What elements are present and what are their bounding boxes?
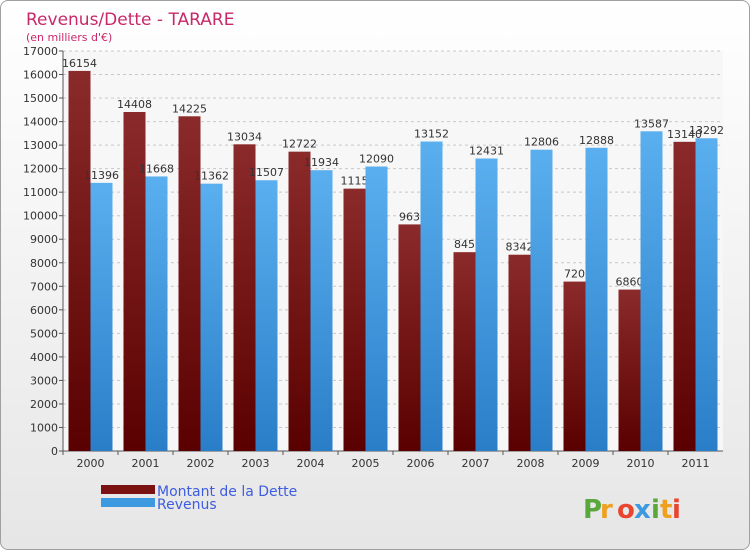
x-tick-label: 2011 (682, 457, 710, 470)
y-tick-label: 17000 (23, 45, 58, 58)
data-label-dette: 6860 (616, 276, 644, 289)
data-label-revenus: 11396 (84, 169, 119, 182)
data-label-dette: 963 (399, 210, 420, 223)
logo-letter: P (583, 495, 602, 525)
x-tick-label: 2001 (132, 457, 160, 470)
bar-revenus (145, 176, 168, 452)
data-label-dette: 14408 (117, 98, 152, 111)
bar-revenus (310, 170, 333, 451)
bar-dette (453, 252, 476, 451)
y-tick-label: 0 (51, 445, 58, 458)
bar-dette (508, 254, 531, 451)
x-tick-label: 2002 (187, 457, 215, 470)
bar-revenus (90, 182, 113, 451)
legend-swatch (101, 498, 155, 507)
logo-letter: t (660, 495, 672, 525)
bar-dette (673, 141, 696, 451)
legend-label: Revenus (157, 497, 217, 513)
data-label-dette: 1115 (341, 175, 369, 188)
bar-dette (618, 289, 641, 451)
proxiti-logo: Pr o x i t i (583, 495, 681, 525)
bar-dette (123, 111, 146, 452)
bar-revenus (365, 166, 388, 451)
bar-revenus (530, 149, 553, 451)
x-tick-label: 2010 (627, 457, 655, 470)
bar-dette (398, 224, 421, 451)
chart-subtitle: (en milliers d'€) (26, 31, 112, 44)
bar-dette (343, 188, 366, 451)
y-tick-label: 2000 (30, 398, 58, 411)
data-label-revenus: 12431 (469, 145, 504, 158)
x-tick-label: 2003 (242, 457, 270, 470)
x-tick-label: 2009 (572, 457, 600, 470)
data-label-revenus: 11934 (304, 156, 339, 169)
y-tick-label: 3000 (30, 374, 58, 387)
bar-revenus (255, 180, 278, 451)
bar-revenus (695, 138, 718, 451)
plot-area: 0 1000 2000 3000 4000 5000 6000 7000 8000 9000 100… (23, 45, 724, 470)
x-tick-label: 2005 (352, 457, 380, 470)
y-tick-label: 9000 (30, 233, 58, 246)
data-label-dette: 13034 (227, 130, 262, 143)
bar-dette (563, 281, 586, 451)
bar-dette (233, 144, 256, 452)
data-label-revenus: 11507 (249, 166, 284, 179)
y-tick-label: 7000 (30, 280, 58, 293)
bar-dette (68, 70, 91, 451)
data-label-dette: 14225 (172, 102, 207, 115)
bar-revenus (640, 131, 663, 451)
y-tick-label: 16000 (23, 69, 58, 82)
bar-revenus (585, 147, 608, 452)
logo-letter: x (634, 495, 651, 525)
bar-dette (178, 116, 201, 451)
logo-letter: o (617, 495, 635, 525)
x-tick-label: 2004 (297, 457, 325, 470)
data-label-revenus: 11362 (194, 170, 229, 183)
data-label-revenus: 13587 (634, 117, 669, 130)
data-label-dette: 16154 (62, 57, 97, 70)
logo-letter: r (600, 495, 613, 525)
legend-swatch (101, 485, 155, 494)
logo-letter: i (651, 495, 660, 525)
y-tick-label: 4000 (30, 351, 58, 364)
data-label-dette: 12722 (282, 138, 317, 151)
y-tick-label: 14000 (23, 116, 58, 129)
y-tick-label: 12000 (23, 163, 58, 176)
data-label-dette: 720 (564, 268, 585, 281)
bar-revenus (200, 183, 223, 452)
y-tick-label: 6000 (30, 304, 58, 317)
logo-letter: i (672, 495, 681, 525)
y-tick-label: 11000 (23, 186, 58, 199)
x-tick-label: 2007 (462, 457, 490, 470)
data-label-dette: 845 (454, 238, 475, 251)
data-label-revenus: 12090 (359, 153, 394, 166)
data-label-dette: 8342 (506, 241, 534, 254)
data-label-revenus: 13152 (414, 128, 449, 141)
y-tick-label: 13000 (23, 139, 58, 152)
bar-dette (288, 151, 311, 452)
data-label-revenus: 12806 (524, 136, 559, 149)
plot-background (63, 51, 723, 451)
legend-label: Montant de la Dette (157, 484, 297, 500)
bar-revenus (475, 158, 498, 451)
y-tick-label: 1000 (30, 421, 58, 434)
data-label-dette: 13140 (667, 128, 702, 141)
y-tick-label: 5000 (30, 327, 58, 340)
y-tick-label: 10000 (23, 210, 58, 223)
data-label-revenus: 11668 (139, 162, 174, 175)
data-label-revenus: 13292 (689, 124, 724, 137)
x-tick-label: 2008 (517, 457, 545, 470)
data-label-revenus: 12888 (579, 134, 614, 147)
y-tick-label: 15000 (23, 92, 58, 105)
x-tick-label: 2006 (407, 457, 435, 470)
y-tick-label: 8000 (30, 257, 58, 270)
chart-title: Revenus/Dette - TARARE (26, 10, 234, 30)
x-tick-label: 2000 (77, 457, 105, 470)
bar-revenus (420, 141, 443, 451)
